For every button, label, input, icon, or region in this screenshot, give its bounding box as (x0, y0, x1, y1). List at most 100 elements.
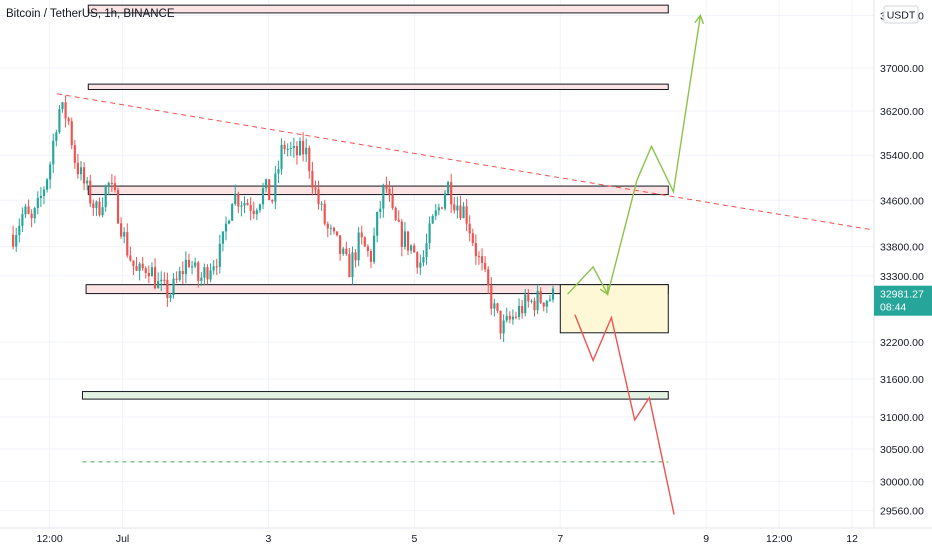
candle-body (314, 187, 317, 190)
candle-body (298, 140, 302, 156)
candle-body (527, 294, 530, 302)
candle-body (305, 147, 308, 155)
candle-body (422, 257, 425, 263)
candle-body (231, 203, 234, 221)
candle-body (493, 303, 496, 309)
level-resistance[interactable] (87, 83, 669, 90)
candle-body (403, 231, 407, 247)
candle-body (511, 316, 514, 320)
bearish-projection-path[interactable] (574, 314, 675, 515)
candle-body (33, 207, 36, 219)
candle-body (413, 245, 416, 253)
chart-title: Bitcoin / TetherUS, 1h, BINANCE (6, 8, 175, 20)
candle-body (394, 208, 397, 220)
bullish-arrowhead-icon (599, 285, 609, 296)
time-tick-label: 12:00 (36, 533, 62, 545)
price-tick-label: 31000.00 (880, 412, 924, 424)
level-support[interactable] (81, 391, 669, 400)
candle-body (428, 223, 431, 244)
candle-body (141, 263, 144, 269)
level-resistance[interactable] (87, 4, 669, 14)
candle-body (551, 288, 555, 300)
price-tick-label: 34600.00 (880, 195, 924, 207)
price-tick-label: 36200.00 (880, 106, 924, 118)
candle-body (55, 132, 58, 141)
candle-body (357, 232, 360, 261)
candle-body (487, 269, 490, 286)
candle-body (12, 234, 15, 247)
candle-body (530, 300, 533, 302)
candle-body (323, 203, 326, 224)
candle-body (308, 147, 311, 171)
candle-body (345, 248, 348, 255)
candlestick-series (12, 95, 555, 342)
candle-body (224, 223, 228, 232)
candle-body (240, 205, 243, 207)
last-price-tag (874, 285, 932, 316)
candle-body (95, 201, 98, 208)
candle-body (132, 260, 135, 266)
drawings[interactable] (56, 14, 875, 515)
candle-body (237, 193, 240, 207)
candle-body (382, 184, 385, 209)
time-tick-label: 9 (703, 533, 709, 545)
candle-body (160, 279, 163, 282)
candle-body (524, 294, 527, 314)
candle-body (480, 256, 484, 263)
candle-body (157, 281, 160, 289)
candle-body (484, 262, 487, 270)
candle-body (101, 207, 104, 216)
candle-body (477, 256, 481, 258)
candle-body (39, 196, 42, 198)
candle-body (431, 215, 434, 224)
candle-body (388, 188, 391, 195)
currency-badge[interactable] (883, 5, 919, 24)
candle-body (271, 200, 274, 202)
candle-body (369, 251, 373, 262)
candle-body (474, 243, 477, 257)
candle-body (113, 183, 117, 190)
bullish-projection-path[interactable] (567, 15, 702, 297)
candle-body (249, 205, 252, 211)
candle-body (385, 184, 388, 189)
candle-body (274, 173, 277, 202)
consolidation-zone[interactable] (559, 284, 669, 334)
descending-trendline[interactable] (56, 93, 875, 231)
candle-body (425, 243, 428, 258)
price-tick-label: 35400.00 (880, 150, 924, 162)
price-tick-label: 33800.00 (880, 241, 924, 253)
candle-body (339, 235, 342, 254)
level-resistance[interactable] (87, 185, 669, 196)
price-axis-panel (874, 0, 932, 550)
price-levels[interactable] (81, 4, 669, 463)
candle-body (372, 235, 376, 262)
candle-body (326, 223, 329, 229)
candle-body (120, 223, 123, 237)
candle-body (197, 262, 200, 281)
price-tick-label: 30000.00 (880, 476, 924, 488)
candle-body (335, 231, 339, 236)
price-tick-label: 37000.00 (880, 63, 924, 75)
candle-body (212, 266, 215, 271)
candle-body (67, 118, 70, 122)
candle-body (280, 144, 283, 170)
price-tick-label: 31600.00 (880, 374, 924, 386)
candle-body (517, 305, 521, 317)
candle-body (496, 303, 499, 311)
candle-body (258, 204, 262, 211)
candle-body (58, 109, 61, 133)
candle-body (533, 300, 536, 311)
candle-body (329, 227, 332, 229)
candle-body (175, 278, 178, 280)
bullish-arrowhead-icon (694, 14, 705, 25)
price-tick-label: 30500.00 (880, 444, 924, 456)
grid (0, 0, 874, 528)
candle-body (98, 201, 101, 216)
candle-body (536, 291, 539, 311)
candle-body (92, 203, 95, 208)
candle-body (277, 169, 280, 174)
candle-body (209, 270, 212, 280)
currency-label[interactable]: USDT (887, 10, 916, 22)
candle-body (52, 140, 55, 165)
